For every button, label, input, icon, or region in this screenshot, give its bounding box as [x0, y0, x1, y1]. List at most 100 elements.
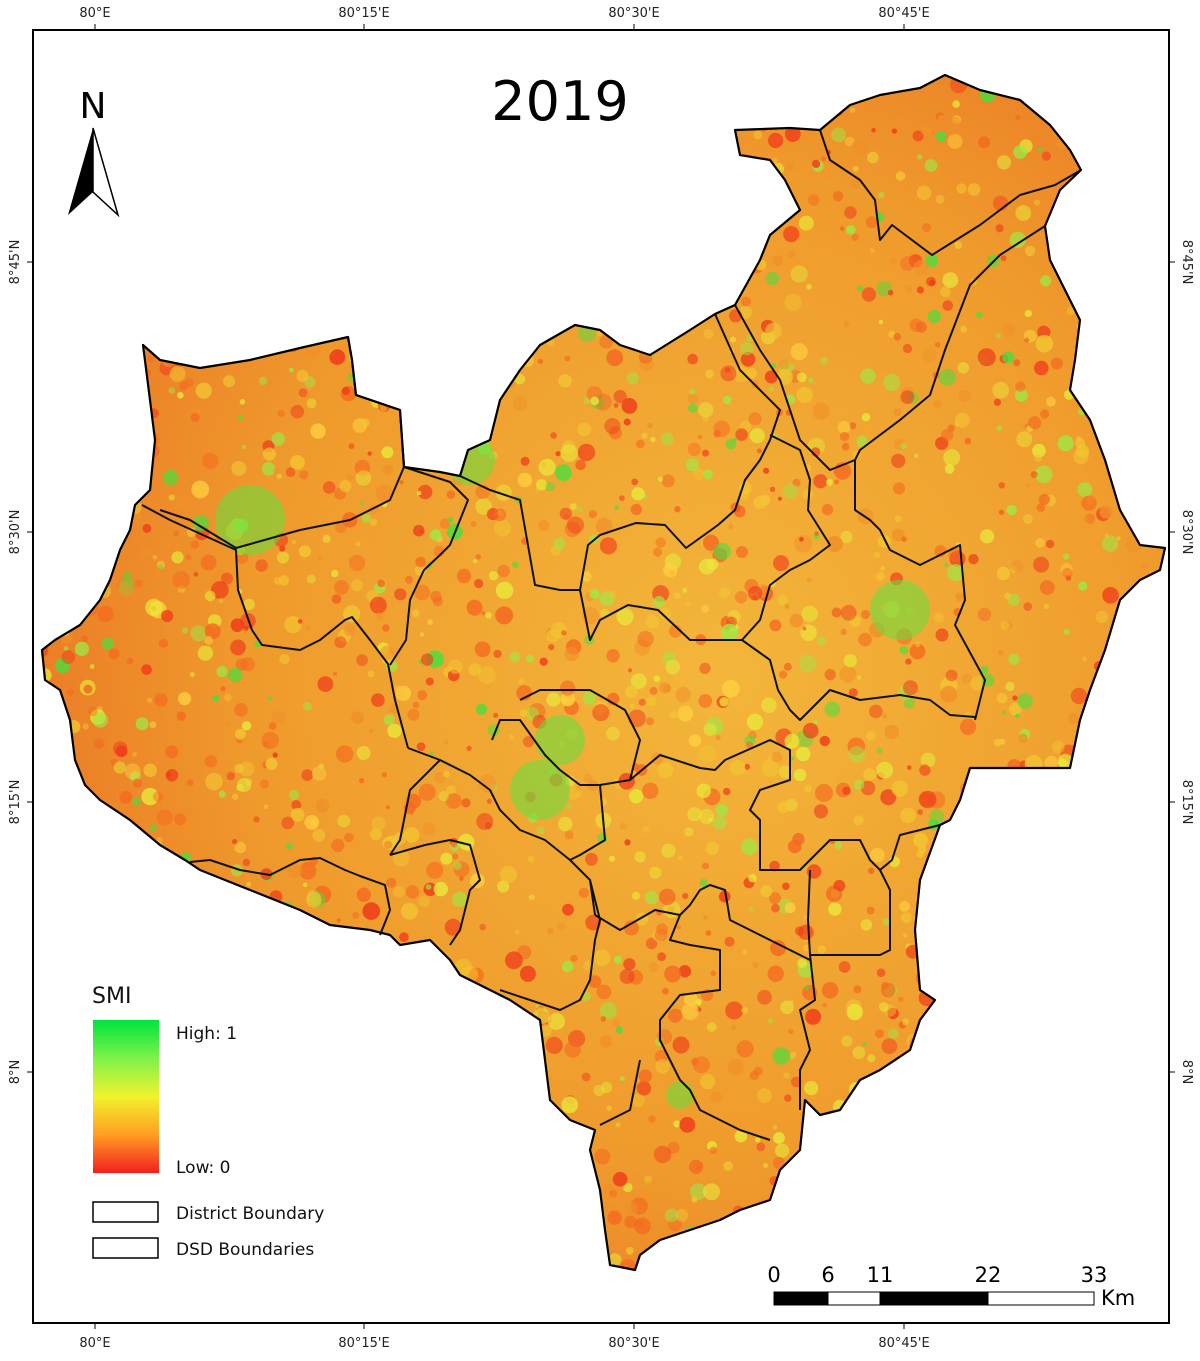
smi-pixel-cluster — [846, 1004, 863, 1021]
smi-pixel-cluster — [843, 321, 850, 327]
smi-pixel-cluster — [1008, 653, 1020, 665]
smi-pixel-cluster — [998, 509, 1005, 515]
smi-pixel-cluster — [631, 891, 641, 900]
top-tick-label: 80°E — [79, 6, 110, 21]
scale-tick-label: 6 — [821, 1263, 834, 1287]
smi-pixel-cluster — [916, 850, 924, 858]
smi-pixel-cluster — [921, 124, 934, 137]
smi-pixel-cluster — [853, 985, 862, 994]
smi-pixel-cluster — [919, 764, 931, 776]
smi-pixel-cluster — [784, 293, 802, 312]
smi-pixel-cluster — [440, 852, 453, 865]
smi-pixel-cluster — [703, 723, 717, 737]
right-tick-label: 8°30'N — [1179, 510, 1194, 555]
smi-pixel-cluster — [668, 624, 682, 638]
smi-pixel-cluster — [672, 1036, 690, 1054]
smi-pixel-cluster — [849, 422, 857, 430]
smi-pixel-cluster — [239, 761, 255, 777]
smi-pixel-cluster — [722, 395, 732, 405]
smi-pixel-cluster — [272, 467, 281, 476]
legend-title: SMI — [92, 984, 131, 1009]
smi-pixel-cluster — [713, 542, 731, 561]
smi-pixel-cluster — [816, 636, 827, 646]
smi-pixel-cluster — [434, 771, 446, 784]
smi-pixel-cluster — [839, 431, 850, 442]
smi-pixel-cluster — [787, 839, 802, 854]
smi-pixel-cluster — [933, 612, 945, 623]
smi-pixel-cluster — [840, 628, 847, 636]
smi-pixel-cluster — [952, 100, 960, 108]
smi-pixel-cluster — [152, 791, 164, 802]
smi-pixel-cluster — [253, 816, 260, 823]
smi-pixel-cluster — [725, 1001, 744, 1020]
smi-pixel-cluster — [113, 803, 118, 808]
smi-pixel-cluster — [777, 496, 783, 501]
smi-pixel-cluster — [339, 480, 352, 493]
smi-pixel-cluster — [878, 192, 885, 199]
smi-pixel-cluster — [356, 746, 371, 760]
smi-pixel-cluster — [683, 992, 698, 1007]
smi-pixel-cluster — [1034, 360, 1049, 376]
smi-pixel-cluster — [288, 789, 300, 801]
smi-pixel-cluster — [593, 949, 611, 967]
smi-pixel-cluster — [302, 702, 312, 711]
smi-pixel-cluster — [675, 687, 691, 703]
smi-pixel-cluster — [553, 538, 566, 550]
smi-pixel-cluster — [960, 718, 977, 736]
smi-pixel-cluster — [459, 876, 464, 881]
smi-pixel-cluster — [687, 807, 702, 822]
smi-pixel-cluster — [784, 733, 800, 749]
smi-pixel-cluster — [403, 827, 420, 843]
smi-pixel-cluster — [626, 1247, 634, 1255]
smi-pixel-cluster — [334, 580, 349, 595]
smi-pixel-cluster — [942, 272, 959, 288]
smi-pixel-cluster — [854, 779, 865, 790]
smi-pixel-cluster — [705, 841, 720, 855]
smi-pixel-cluster — [769, 619, 782, 632]
smi-pixel-cluster — [860, 368, 876, 385]
smi-pixel-cluster — [536, 826, 545, 835]
smi-pixel-cluster — [298, 545, 311, 558]
smi-pixel-cluster — [945, 669, 958, 682]
smi-pixel-cluster — [871, 127, 876, 133]
smi-pixel-cluster — [912, 130, 924, 142]
smi-pixel-cluster — [1050, 357, 1063, 370]
smi-pixel-cluster — [967, 183, 981, 196]
smi-pixel-cluster — [564, 521, 581, 538]
north-arrow-icon — [68, 128, 93, 215]
smi-pixel-cluster — [367, 670, 375, 678]
smi-pixel-cluster — [760, 885, 773, 898]
smi-pixel-cluster — [318, 763, 325, 769]
smi-pixel-cluster — [909, 318, 923, 332]
smi-pixel-cluster — [536, 479, 548, 491]
smi-pixel-cluster — [616, 608, 634, 626]
smi-pixel-cluster — [548, 644, 555, 651]
smi-pixel-cluster — [369, 828, 382, 841]
smi-pixel-cluster — [817, 945, 827, 954]
smi-pixel-cluster — [769, 486, 776, 492]
smi-pixel-cluster — [519, 965, 536, 982]
smi-pixel-cluster — [645, 614, 660, 629]
smi-pixel-cluster — [322, 534, 331, 543]
smi-pixel-cluster — [560, 444, 578, 462]
smi-pixel-cluster — [831, 607, 842, 618]
smi-pixel-cluster — [285, 467, 296, 478]
smi-pixel-cluster — [519, 709, 528, 718]
smi-pixel-cluster — [145, 598, 163, 617]
smi-pixel-cluster — [212, 694, 220, 702]
smi-pixel-cluster — [232, 793, 239, 800]
smi-pixel-cluster — [756, 1142, 766, 1152]
smi-pixel-cluster — [796, 386, 813, 404]
smi-pixel-cluster — [612, 1019, 620, 1027]
smi-pixel-cluster — [453, 861, 462, 870]
smi-pixel-cluster — [493, 649, 502, 659]
smi-pixel-cluster — [230, 639, 246, 656]
smi-pixel-cluster — [944, 562, 949, 568]
smi-pixel-cluster — [520, 456, 530, 466]
smi-pixel-cluster — [657, 762, 674, 778]
smi-pixel-cluster — [1082, 656, 1087, 662]
smi-pixel-cluster — [947, 133, 963, 149]
right-tick-label: 8°N — [1179, 1060, 1194, 1085]
smi-pixel-cluster — [728, 524, 734, 530]
smi-pixel-cluster — [653, 675, 661, 683]
